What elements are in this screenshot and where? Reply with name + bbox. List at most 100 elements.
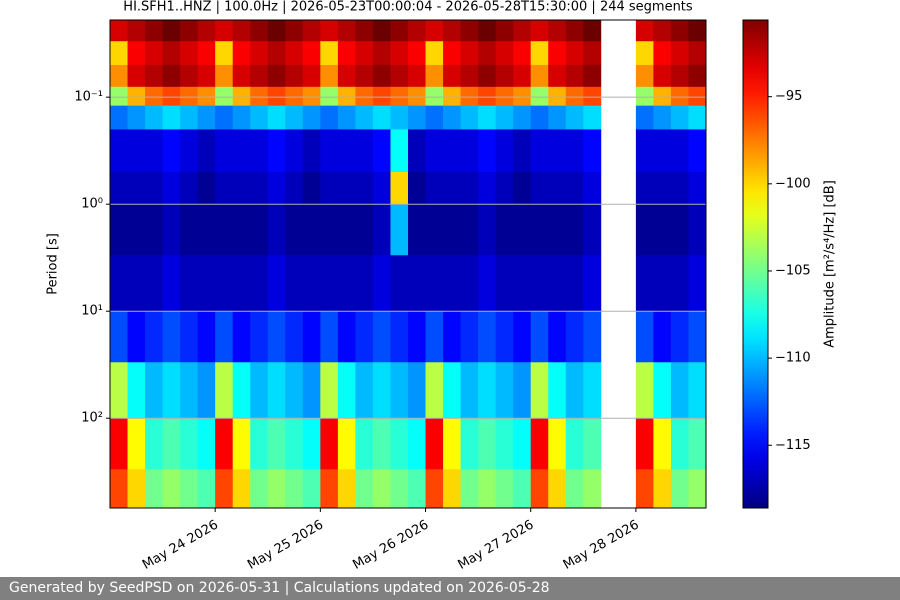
heatmap-cell xyxy=(408,255,426,312)
heatmap-cell xyxy=(408,41,426,66)
heatmap-cell xyxy=(390,105,409,130)
heatmap-cell xyxy=(145,204,163,256)
heatmap-cell xyxy=(232,171,251,205)
heatmap-cell xyxy=(495,311,514,363)
heatmap-cell xyxy=(197,469,216,509)
heatmap-cell xyxy=(145,129,163,173)
heatmap-cell xyxy=(635,255,654,312)
heatmap-cell xyxy=(372,41,391,66)
heatmap-cell xyxy=(653,362,672,419)
heatmap-cell xyxy=(548,20,567,42)
heatmap-cell xyxy=(162,255,181,312)
heatmap-cell xyxy=(180,20,199,42)
heatmap-cell xyxy=(215,418,234,470)
heatmap-cell xyxy=(197,129,216,173)
heatmap-cell xyxy=(670,64,689,88)
heatmap-cell xyxy=(337,469,356,509)
heatmap-cell xyxy=(548,105,567,130)
heatmap-cell xyxy=(197,255,216,312)
heatmap-cell xyxy=(162,418,181,470)
heatmap-cell xyxy=(635,204,654,256)
heatmap-cell xyxy=(372,129,391,173)
heatmap-cell xyxy=(390,64,409,88)
heatmap-cell xyxy=(162,469,181,509)
heatmap-cell xyxy=(355,204,374,256)
heatmap-cell xyxy=(267,20,286,42)
heatmap-cell xyxy=(390,129,409,173)
heatmap-cell xyxy=(197,171,216,205)
heatmap-cell xyxy=(565,20,584,42)
heatmap-cell xyxy=(478,86,497,107)
heatmap-cell xyxy=(565,362,584,419)
heatmap-cell xyxy=(250,20,269,42)
heatmap-cell xyxy=(197,20,216,42)
heatmap-cell xyxy=(267,204,286,256)
heatmap-cell xyxy=(548,129,567,173)
heatmap-cell xyxy=(215,64,234,88)
heatmap-cell xyxy=(548,418,567,470)
chart-title: HI.SFH1..HNZ | 100.0Hz | 2026-05-23T00:0… xyxy=(123,0,693,15)
colorbar-tick-label: −110 xyxy=(775,351,811,366)
heatmap-cell xyxy=(635,20,654,42)
heatmap-cell xyxy=(232,129,251,173)
heatmap-cell xyxy=(688,105,707,130)
heatmap-cell xyxy=(635,105,654,130)
heatmap-cell xyxy=(127,129,146,173)
heatmap-cell xyxy=(425,362,444,419)
heatmap-cell xyxy=(565,311,584,363)
heatmap-cell xyxy=(320,362,339,419)
heatmap-cell xyxy=(145,418,163,470)
heatmap-cell xyxy=(408,204,426,256)
colorbar xyxy=(742,19,769,509)
heatmap-cell xyxy=(635,362,654,419)
heatmap-cell xyxy=(688,41,707,66)
heatmap-cell xyxy=(320,41,339,66)
heatmap-cell xyxy=(302,255,321,312)
heatmap-cell xyxy=(688,418,707,470)
heatmap-cell xyxy=(478,105,497,130)
x-tick-label: May 28 2026 xyxy=(561,518,642,573)
heatmap-cell xyxy=(302,204,321,256)
heatmap-cell xyxy=(302,311,321,363)
heatmap-cell xyxy=(372,311,391,363)
heatmap-cell xyxy=(337,20,356,42)
heatmap-cell xyxy=(180,41,199,66)
heatmap-cell xyxy=(215,41,234,66)
heatmap-cell xyxy=(110,469,128,509)
heatmap-cell xyxy=(583,311,602,363)
heatmap-cell xyxy=(478,20,497,42)
heatmap-cell xyxy=(513,129,532,173)
heatmap-cell xyxy=(250,105,269,130)
heatmap-cell xyxy=(478,41,497,66)
heatmap-cell xyxy=(460,171,479,205)
heatmap-cell xyxy=(127,20,146,42)
heatmap-cell xyxy=(215,171,234,205)
heatmap-cell xyxy=(443,362,461,419)
heatmap-cell xyxy=(145,311,163,363)
heatmap-cell xyxy=(127,105,146,130)
heatmap-cell xyxy=(180,129,199,173)
colorbar-tick-label: −115 xyxy=(775,438,811,453)
heatmap-cell xyxy=(232,41,251,66)
heatmap-cell xyxy=(320,64,339,88)
heatmap-cell xyxy=(267,171,286,205)
heatmap-cell xyxy=(355,171,374,205)
heatmap-cell xyxy=(513,362,532,419)
heatmap-cell xyxy=(408,311,426,363)
heatmap-cell xyxy=(110,105,128,130)
heatmap-cell xyxy=(478,311,497,363)
y-tick-label: 10¹ xyxy=(81,304,103,319)
heatmap-cell xyxy=(337,105,356,130)
heatmap-cell xyxy=(425,255,444,312)
heatmap-cell xyxy=(530,105,549,130)
heatmap-cell xyxy=(390,86,409,107)
heatmap-cell xyxy=(145,362,163,419)
heatmap-cell xyxy=(670,311,689,363)
heatmap-cell xyxy=(302,64,321,88)
heatmap-cell xyxy=(127,86,146,107)
heatmap-cell xyxy=(583,204,602,256)
heatmap-cell xyxy=(337,171,356,205)
heatmap-cell xyxy=(250,41,269,66)
heatmap-cell xyxy=(425,204,444,256)
heatmap-cell xyxy=(513,86,532,107)
